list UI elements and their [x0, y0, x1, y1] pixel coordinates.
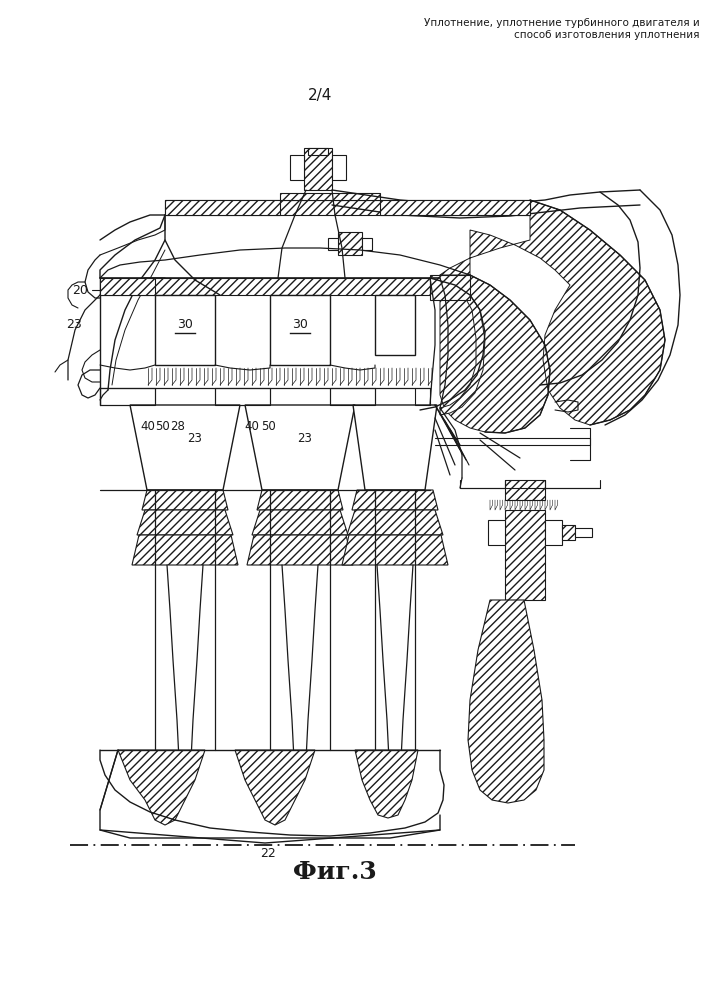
Polygon shape [440, 200, 665, 433]
Text: 2/4: 2/4 [308, 88, 332, 103]
Polygon shape [362, 238, 372, 250]
Text: 50: 50 [261, 420, 275, 433]
Polygon shape [100, 388, 155, 405]
Text: 30: 30 [177, 319, 193, 332]
Polygon shape [347, 510, 443, 535]
Polygon shape [562, 525, 575, 540]
Polygon shape [545, 520, 562, 545]
Polygon shape [440, 275, 485, 415]
Text: 40: 40 [141, 420, 156, 433]
Polygon shape [505, 510, 545, 600]
Polygon shape [215, 388, 270, 405]
Polygon shape [330, 388, 375, 405]
Polygon shape [290, 155, 304, 180]
Text: 23: 23 [297, 432, 312, 445]
Text: 40: 40 [244, 420, 259, 433]
Text: Фиг.3: Фиг.3 [293, 860, 377, 884]
Text: способ изготовления уплотнения: способ изготовления уплотнения [515, 30, 700, 40]
Polygon shape [257, 490, 343, 510]
Polygon shape [100, 278, 155, 295]
Polygon shape [270, 295, 330, 365]
Polygon shape [328, 238, 338, 250]
Polygon shape [355, 750, 418, 818]
Polygon shape [252, 510, 348, 535]
Polygon shape [308, 148, 328, 155]
Text: 23: 23 [188, 432, 202, 445]
Text: 30: 30 [292, 319, 308, 332]
Polygon shape [280, 193, 380, 200]
Polygon shape [247, 535, 353, 565]
Text: 22: 22 [260, 847, 276, 860]
Polygon shape [380, 200, 530, 215]
Polygon shape [353, 405, 437, 490]
Text: Уплотнение, уплотнение турбинного двигателя и: Уплотнение, уплотнение турбинного двигат… [424, 18, 700, 28]
Polygon shape [137, 510, 233, 535]
Polygon shape [352, 490, 438, 510]
Polygon shape [155, 295, 215, 365]
Polygon shape [245, 405, 355, 490]
Polygon shape [118, 750, 205, 825]
Text: 20: 20 [72, 284, 88, 297]
Polygon shape [132, 535, 238, 565]
Polygon shape [375, 295, 415, 355]
Polygon shape [505, 480, 545, 500]
Text: 50: 50 [154, 420, 169, 433]
Polygon shape [235, 750, 315, 825]
Text: 28: 28 [171, 420, 185, 433]
Polygon shape [468, 600, 544, 803]
Polygon shape [575, 528, 592, 537]
Polygon shape [304, 148, 332, 190]
Text: 23: 23 [67, 319, 82, 332]
Polygon shape [332, 155, 346, 180]
Polygon shape [165, 200, 280, 215]
Polygon shape [338, 232, 362, 255]
Polygon shape [488, 520, 505, 545]
Polygon shape [130, 405, 240, 490]
Polygon shape [142, 490, 228, 510]
Polygon shape [165, 200, 530, 215]
Polygon shape [430, 275, 470, 300]
Polygon shape [342, 535, 448, 565]
Polygon shape [100, 278, 430, 295]
